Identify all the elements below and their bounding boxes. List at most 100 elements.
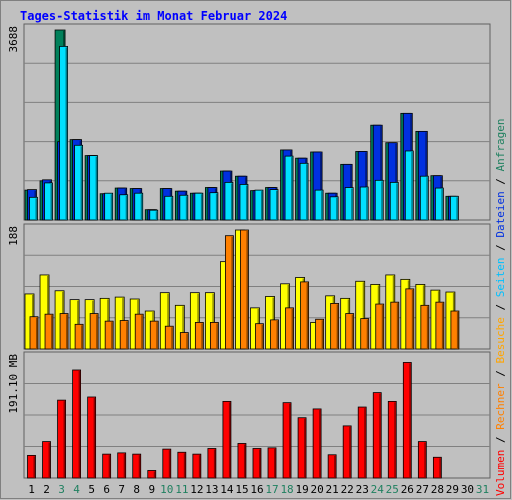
legend-entry-dateien: Dateien — [494, 191, 507, 237]
bar-rechner-day-13 — [209, 322, 219, 350]
bar-rechner-day-2 — [44, 313, 54, 350]
bar-rechner-day-9 — [149, 320, 159, 350]
bar-seiten-day-26 — [404, 150, 414, 221]
bar-seiten-day-1 — [29, 196, 38, 221]
x-tick-label: 17 — [265, 483, 278, 496]
bar-volumen-day-21 — [327, 454, 337, 479]
legend-entry-besuche: Besuche — [494, 317, 507, 363]
legend-separator: / — [494, 364, 507, 384]
bar-volumen-day-11 — [177, 451, 187, 479]
bar-volumen-day-14 — [222, 400, 232, 479]
legend-separator: / — [494, 430, 507, 450]
x-tick-label: 21 — [326, 483, 339, 496]
chart-title: Tages-Statistik im Monat Februar 2024 — [20, 9, 287, 23]
bar-rechner-day-23 — [360, 318, 370, 350]
bar-rechner-day-24 — [375, 303, 385, 350]
bar-seiten-day-23 — [359, 186, 369, 221]
bar-seiten-day-22 — [344, 187, 354, 221]
panel-middle: 188 — [7, 223, 491, 350]
bar-seiten-day-19 — [299, 162, 309, 221]
bar-volumen-day-16 — [252, 448, 262, 479]
bar-rechner-day-14 — [225, 235, 234, 350]
bar-volumen-day-5 — [87, 396, 97, 479]
bar-volumen-day-8 — [132, 453, 142, 479]
bar-rechner-day-10 — [164, 325, 174, 350]
legend-separator: / — [494, 297, 507, 317]
bar-rechner-day-5 — [89, 313, 99, 350]
bar-seiten-day-16 — [254, 189, 264, 221]
x-tick-label: 22 — [341, 483, 354, 496]
x-tick-label: 4 — [73, 483, 80, 496]
bar-seiten-day-18 — [284, 155, 294, 221]
bar-volumen-day-17 — [267, 447, 277, 479]
bar-seiten-day-6 — [104, 192, 114, 221]
bar-rechner-day-6 — [104, 320, 114, 350]
bar-besuche-day-11 — [174, 304, 185, 350]
bar-volumen-day-25 — [387, 400, 397, 479]
x-tick-label: 25 — [386, 483, 399, 496]
bar-rechner-day-8 — [134, 313, 144, 350]
bar-rechner-day-3 — [59, 313, 69, 350]
bar-seiten-day-24 — [374, 179, 384, 221]
x-tick-label: 18 — [280, 483, 293, 496]
bar-rechner-day-16 — [255, 323, 264, 350]
axis-max-label-middle: 188 — [7, 226, 20, 246]
legend: Volumen / Rechner / Besuche / Seiten / D… — [494, 118, 507, 496]
x-tick-label: 26 — [401, 483, 414, 496]
legend-entry-seiten: Seiten — [494, 258, 507, 298]
bar-rechner-day-27 — [420, 304, 430, 350]
bar-rechner-day-28 — [435, 301, 445, 350]
bar-volumen-day-10 — [162, 448, 172, 479]
panel-top: 3688 — [7, 23, 491, 221]
x-tick-label: 16 — [250, 483, 263, 496]
bar-rechner-day-18 — [285, 307, 294, 350]
x-tick-label: 13 — [205, 483, 218, 496]
legend-entry-anfragen: Anfragen — [494, 118, 507, 171]
bar-volumen-day-22 — [342, 425, 352, 479]
bar-besuche-day-23 — [355, 280, 366, 350]
bar-volumen-day-20 — [312, 408, 322, 479]
x-tick-label: 28 — [431, 483, 444, 496]
bar-seiten-day-5 — [89, 155, 99, 221]
legend-entry-rechner: Rechner — [494, 383, 507, 430]
x-tick-label: 27 — [416, 483, 429, 496]
bar-seiten-day-4 — [74, 144, 83, 221]
bar-volumen-day-19 — [297, 417, 307, 479]
bar-seiten-day-10 — [164, 195, 174, 221]
bar-seiten-day-21 — [329, 196, 339, 221]
bar-besuche-day-10 — [159, 292, 170, 350]
bar-rechner-day-15 — [240, 229, 249, 350]
bar-besuche-day-12 — [189, 292, 200, 350]
bar-volumen-day-13 — [207, 448, 217, 479]
bar-besuche-day-13 — [204, 292, 215, 350]
x-tick-label: 1 — [28, 483, 35, 496]
legend-separator: / — [494, 171, 507, 191]
axis-max-label-top: 3688 — [7, 26, 20, 53]
bar-seiten-day-28 — [434, 187, 444, 221]
bar-seiten-day-9 — [149, 209, 159, 221]
x-tick-label: 23 — [356, 483, 369, 496]
bar-volumen-day-27 — [417, 441, 427, 479]
bar-seiten-day-12 — [194, 192, 204, 221]
bar-rechner-day-22 — [345, 313, 355, 350]
x-tick-label: 20 — [311, 483, 324, 496]
bar-volumen-day-24 — [372, 392, 382, 479]
bar-volumen-day-3 — [57, 399, 66, 479]
x-tick-label: 3 — [58, 483, 65, 496]
x-tick-label: 12 — [190, 483, 203, 496]
bar-rechner-day-19 — [300, 281, 309, 350]
bar-volumen-day-26 — [402, 362, 412, 479]
panel-bottom: 191.10 MB — [7, 351, 491, 479]
bar-seiten-day-17 — [269, 189, 279, 221]
axis-max-label-bottom: 191.10 MB — [7, 354, 20, 414]
x-tick-label: 9 — [148, 483, 155, 496]
x-tick-label: 8 — [133, 483, 140, 496]
x-tick-label: 24 — [371, 483, 385, 496]
bar-volumen-day-2 — [42, 441, 51, 479]
bar-rechner-day-7 — [119, 320, 129, 350]
bar-seiten-day-11 — [179, 194, 189, 221]
x-tick-label: 6 — [103, 483, 110, 496]
bar-seiten-day-3 — [59, 45, 68, 221]
